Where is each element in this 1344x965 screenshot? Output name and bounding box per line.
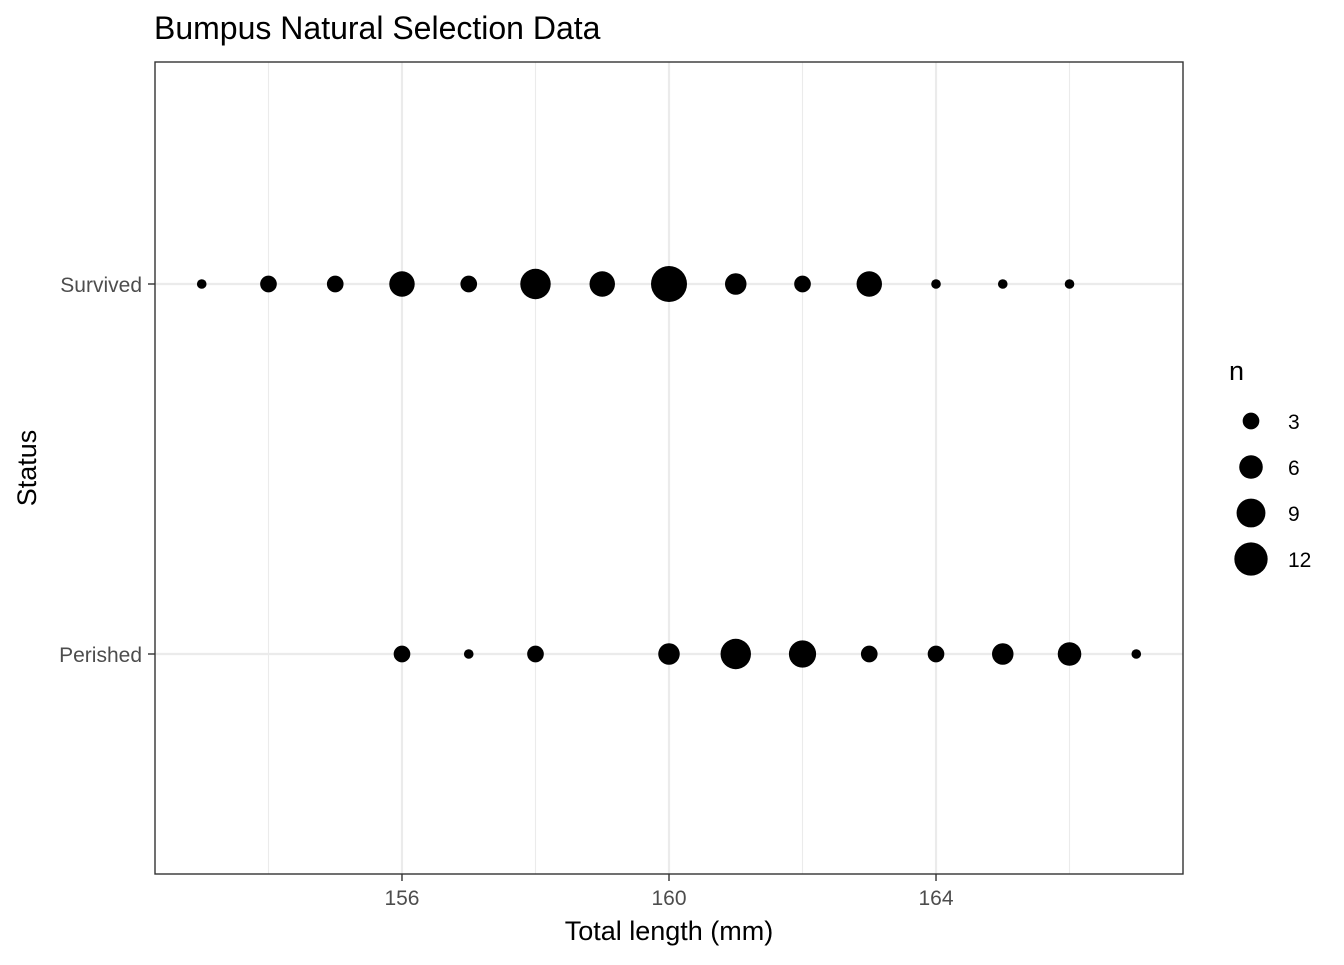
data-point-survived: [260, 275, 277, 293]
data-point-survived: [856, 271, 882, 297]
data-point-survived: [794, 275, 811, 293]
data-point-survived: [997, 279, 1008, 289]
data-point-survived: [1064, 279, 1075, 289]
data-point-perished: [860, 645, 878, 663]
legend-key-label: 12: [1288, 549, 1311, 572]
data-point-perished: [393, 645, 411, 663]
legend-key-circle: [1236, 498, 1266, 528]
y-tick-label: Perished: [59, 644, 142, 667]
x-tick-label: 164: [918, 887, 953, 910]
data-point-perished: [992, 643, 1014, 665]
data-point-perished: [788, 640, 817, 668]
legend-key-circle: [1234, 542, 1268, 576]
data-point-survived: [389, 271, 415, 297]
data-point-perished: [1131, 649, 1142, 659]
x-tick-label: 160: [651, 887, 686, 910]
data-point-survived: [196, 279, 207, 289]
data-point-perished: [463, 649, 474, 659]
chart-title: Bumpus Natural Selection Data: [154, 10, 601, 46]
x-axis-label: Total length (mm): [565, 916, 774, 946]
data-point-perished: [658, 643, 680, 665]
legend-key-circle: [1242, 412, 1260, 430]
legend-title: n: [1229, 356, 1244, 386]
size-legend: n 3 6 9 12: [1229, 356, 1311, 576]
data-point-survived: [724, 273, 747, 295]
data-point-perished: [927, 645, 945, 663]
y-axis-label: Status: [12, 430, 42, 507]
data-point-survived: [651, 266, 687, 302]
legend-key-label: 9: [1288, 503, 1300, 526]
legend-key-label: 6: [1288, 457, 1300, 480]
legend-key-label: 3: [1288, 411, 1300, 434]
data-point-perished: [720, 638, 751, 670]
points-layer: [196, 266, 1142, 670]
data-point-survived: [589, 271, 615, 297]
axis-layer: 156 160 164 Perished Survived: [59, 274, 954, 910]
x-tick-label: 156: [384, 887, 419, 910]
legend-key-circle: [1239, 455, 1263, 479]
data-point-perished: [1057, 642, 1082, 666]
data-point-survived: [520, 268, 551, 300]
data-point-survived: [931, 279, 941, 289]
data-point-survived: [326, 275, 344, 293]
data-point-perished: [527, 645, 544, 663]
y-tick-label: Survived: [60, 274, 142, 297]
data-point-survived: [460, 275, 478, 293]
